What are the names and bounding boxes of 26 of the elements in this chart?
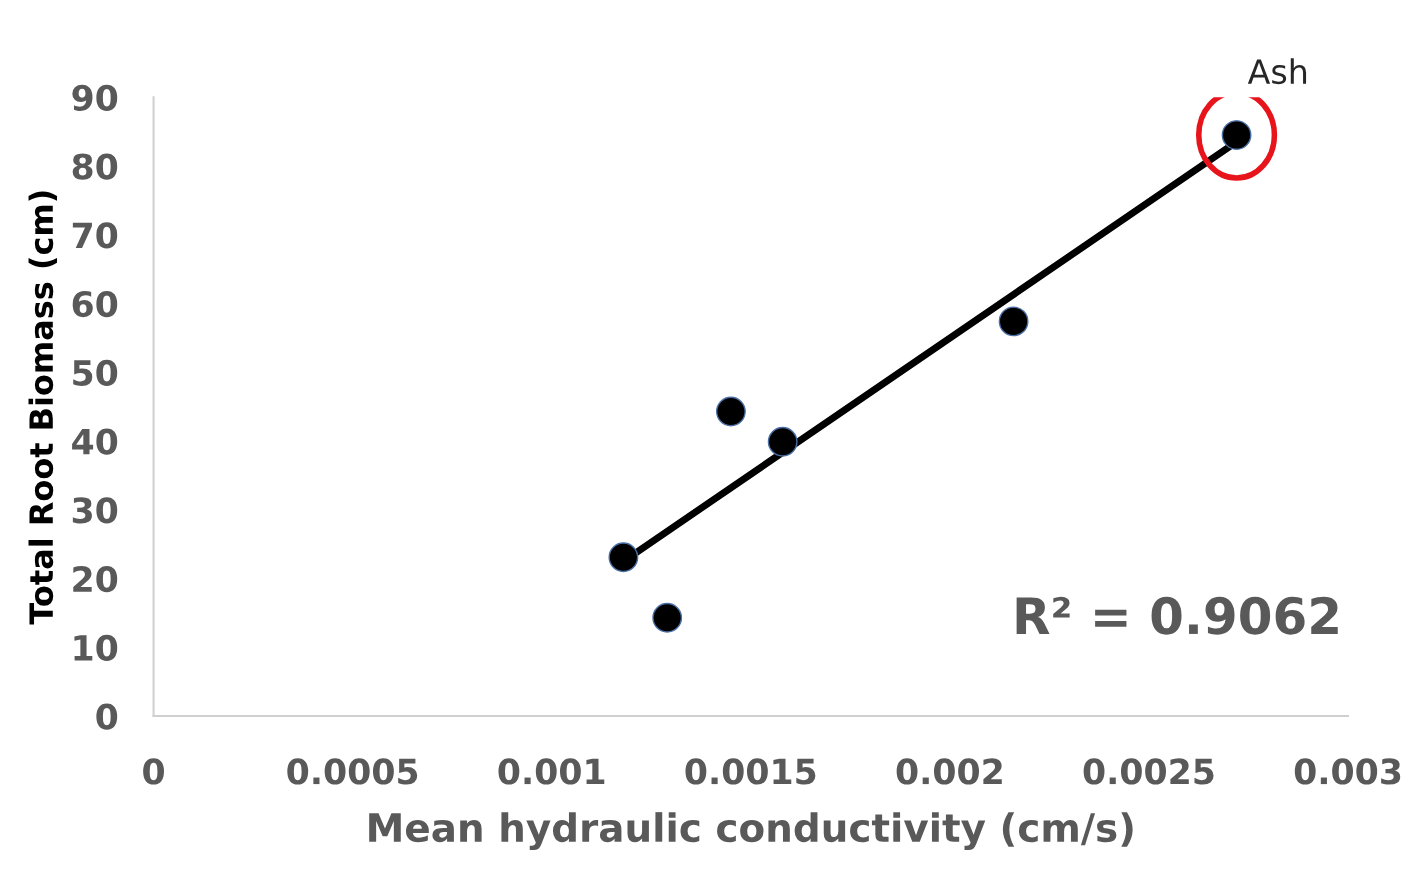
- x-tick-label: 0.002: [896, 758, 1002, 785]
- y-tick-label: 0: [96, 703, 118, 730]
- y-tick-label: 40: [72, 428, 118, 455]
- point: [608, 542, 639, 573]
- y-axis-title: Total Root Biomass (cm): [28, 191, 57, 625]
- y-tick-label: 10: [74, 634, 118, 661]
- y-tick-label: 90: [72, 84, 118, 111]
- x-tick-label: 0.0005: [287, 758, 418, 785]
- point: [715, 396, 746, 427]
- x-tick-label: 0: [143, 758, 164, 785]
- y-tick-label: 60: [72, 290, 118, 318]
- annotation: R² = 0.9062: [1016, 596, 1338, 635]
- point: [998, 306, 1029, 337]
- point: [652, 602, 683, 633]
- y-tick-label: 80: [72, 153, 118, 180]
- x-tick-label: 0.0015: [685, 758, 816, 785]
- point: [767, 426, 798, 457]
- y-tick-label: 20: [73, 565, 118, 593]
- x-axis-title: Mean hydraulic conductivity (cm/s): [369, 812, 1133, 851]
- annotation: Ash: [1247, 58, 1307, 85]
- y-tick-label: 30: [72, 497, 118, 524]
- x-tick-label: 0.003: [1294, 758, 1401, 785]
- x-tick-label: 0.001: [498, 758, 605, 785]
- y-tick-label: 70: [72, 222, 118, 249]
- x-tick-label: 0.0025: [1083, 758, 1214, 785]
- y-tick-label: 50: [73, 359, 118, 386]
